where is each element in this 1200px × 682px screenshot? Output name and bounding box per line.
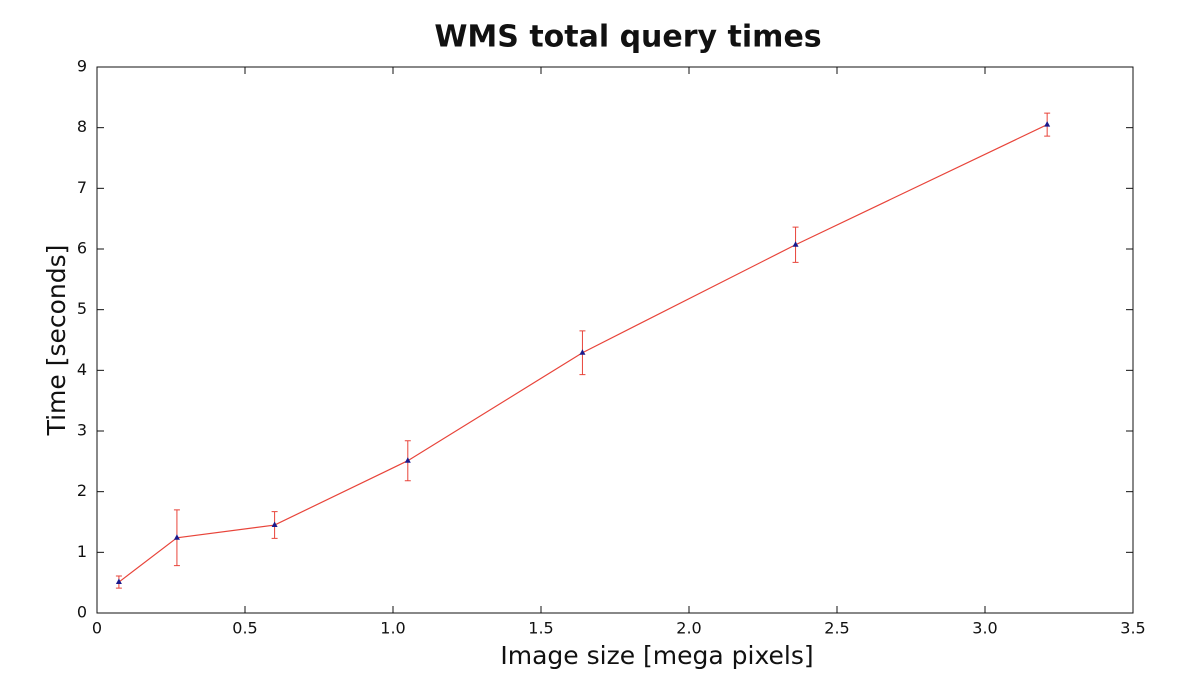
y-tick-label: 4 (77, 360, 87, 379)
point (115, 578, 122, 585)
chart-title: WMS total query times (434, 20, 821, 55)
x-tick-label: 2.0 (676, 619, 701, 638)
point (404, 457, 411, 463)
y-tick-label: 0 (77, 603, 87, 622)
x-tick-label: 1.5 (528, 619, 553, 638)
x-tick-label: 2.5 (824, 619, 849, 638)
y-tick-label: 9 (77, 57, 87, 76)
point (173, 534, 180, 540)
x-tick-label: 0.5 (232, 619, 257, 638)
point (271, 521, 278, 528)
x-tick-label: 0 (92, 619, 102, 638)
x-tick-label: 3.5 (1120, 619, 1145, 638)
plot-frame (96, 66, 1134, 614)
y-tick-label: 6 (77, 239, 87, 258)
y-tick-label: 1 (77, 542, 87, 561)
x-axis-label: Image size [mega pixels] (500, 641, 813, 670)
y-tick-label: 5 (77, 299, 87, 318)
y-axis-label: Time [seconds] (42, 245, 71, 437)
y-tick-label: 2 (77, 481, 87, 500)
y-tick-label: 8 (77, 117, 87, 136)
x-tick-label: 1.0 (380, 619, 405, 638)
y-tick-label: 7 (77, 178, 87, 197)
x-tick-label: 3.0 (972, 619, 997, 638)
point (1044, 121, 1051, 127)
point (579, 349, 586, 355)
point (792, 241, 799, 247)
y-tick-label: 3 (77, 421, 87, 440)
